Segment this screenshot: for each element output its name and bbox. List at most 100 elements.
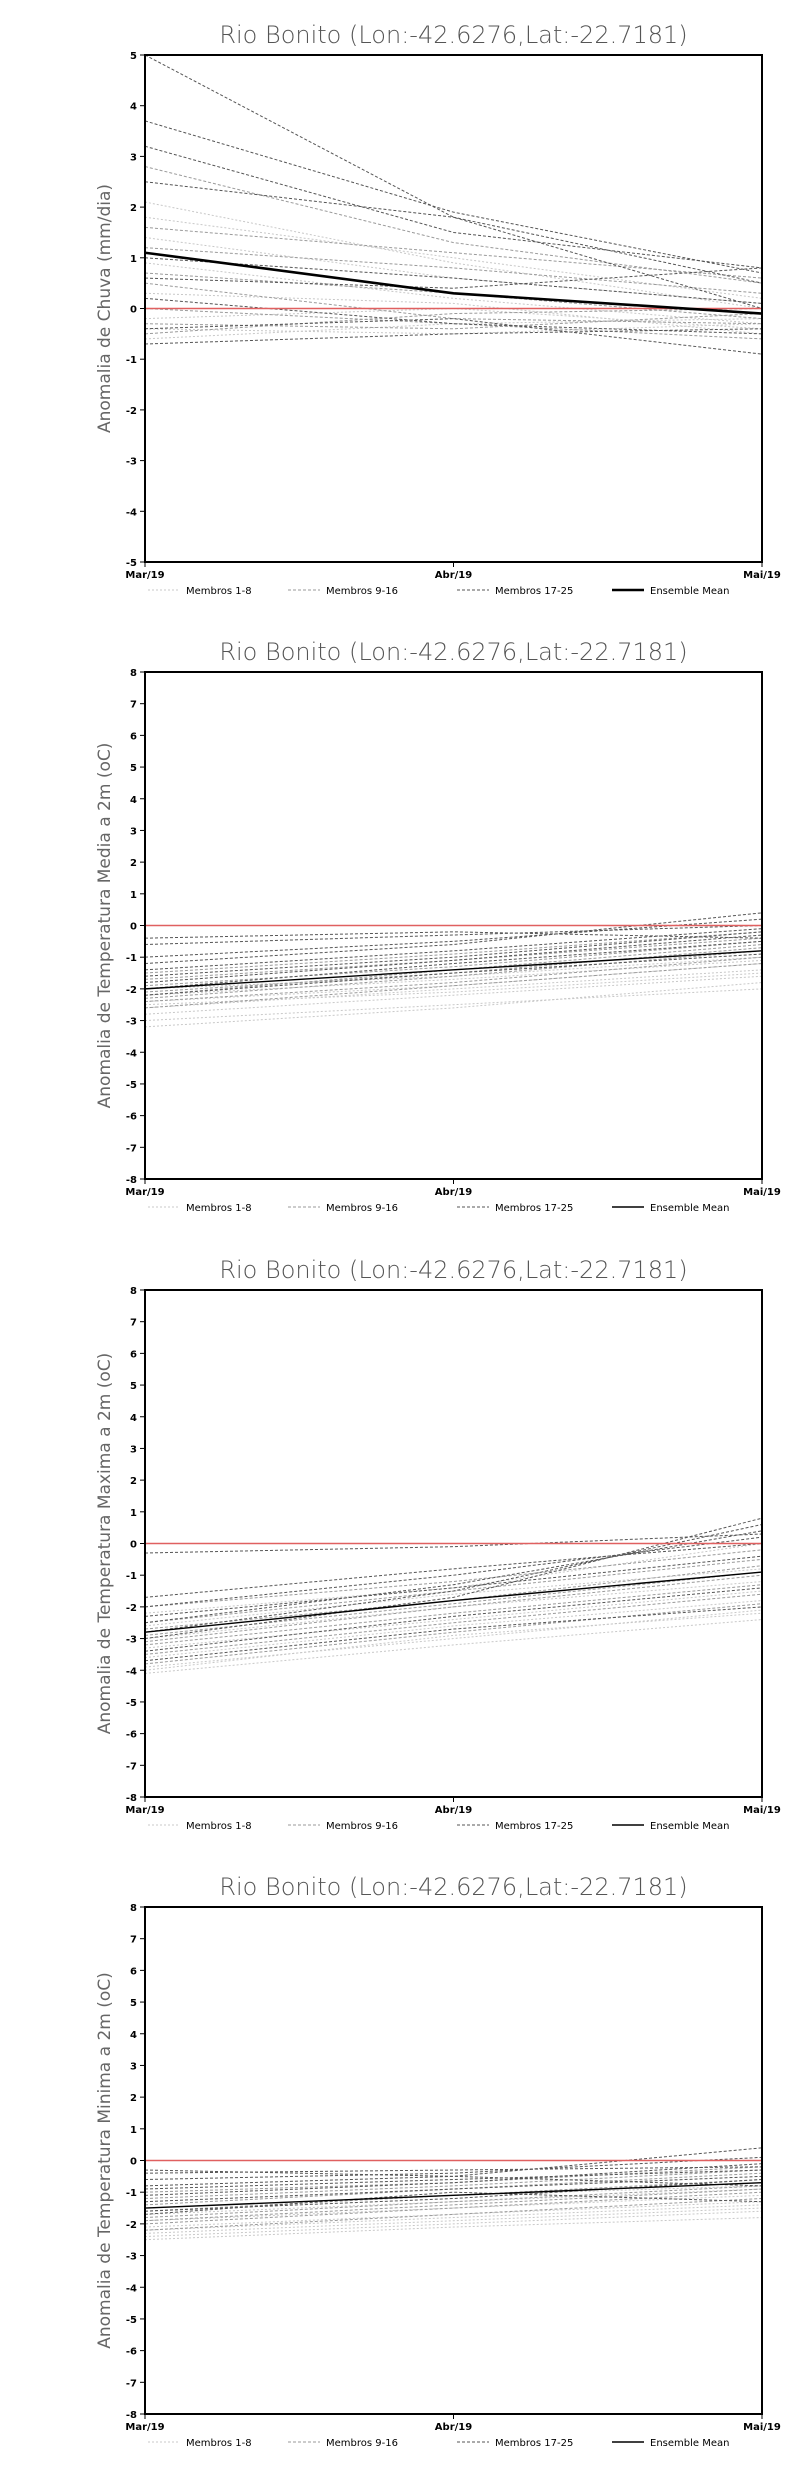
y-tick-label: -1 bbox=[126, 355, 137, 366]
legend-item: Membros 9-16 bbox=[326, 1203, 398, 1214]
y-tick-label: 4 bbox=[130, 2030, 137, 2041]
x-tick-label: Abr/19 bbox=[435, 1187, 472, 1198]
y-tick-label: -3 bbox=[126, 2252, 137, 2263]
x-tick-label: Abr/19 bbox=[435, 1805, 472, 1816]
member-line-17 bbox=[145, 2147, 762, 2187]
y-tick-label: -5 bbox=[126, 558, 137, 569]
x-tick-label: Mai/19 bbox=[743, 2422, 781, 2433]
y-tick-label: 6 bbox=[130, 731, 137, 742]
chart-title: Rio Bonito (Lon:-42.6276,Lat:-22.7181) bbox=[219, 1873, 687, 1901]
member-line-20 bbox=[145, 925, 762, 946]
y-tick-label: -1 bbox=[126, 2188, 137, 2199]
y-tick-label: 2 bbox=[130, 1476, 137, 1487]
legend-item: Membros 9-16 bbox=[326, 1821, 398, 1832]
y-tick-label: -5 bbox=[126, 2315, 137, 2326]
member-line-18 bbox=[145, 2156, 762, 2181]
member-line-7 bbox=[145, 956, 762, 990]
chart-panel-1: Rio Bonito (Lon:-42.6276,Lat:-22.7181) An… bbox=[95, 21, 781, 597]
y-tick-label: 2 bbox=[130, 858, 137, 869]
chart-panel-3: Rio Bonito (Lon:-42.6276,Lat:-22.7181) An… bbox=[95, 1256, 781, 1832]
legend-item: Membros 17-25 bbox=[495, 586, 573, 597]
chart-title: Rio Bonito (Lon:-42.6276,Lat:-22.7181) bbox=[219, 21, 687, 49]
member-line-16 bbox=[145, 2198, 762, 2231]
y-tick-label: -3 bbox=[126, 1017, 137, 1028]
y-tick-label: 4 bbox=[130, 795, 137, 806]
y-tick-label: -6 bbox=[126, 1112, 137, 1123]
y-tick-label: 2 bbox=[130, 203, 137, 214]
chart-title: Rio Bonito (Lon:-42.6276,Lat:-22.7181) bbox=[219, 638, 687, 666]
member-line-4 bbox=[145, 1590, 762, 1649]
y-tick-label: -2 bbox=[126, 1603, 137, 1614]
y-tick-label: 7 bbox=[130, 1318, 137, 1329]
y-tick-label: 1 bbox=[130, 1508, 137, 1519]
member-line-9 bbox=[145, 1603, 762, 1665]
legend-item: Membros 1-8 bbox=[186, 2438, 252, 2449]
series-lines bbox=[145, 2147, 762, 2241]
member-line-17 bbox=[145, 55, 762, 309]
member-line-20 bbox=[145, 181, 762, 284]
y-tick-label: 0 bbox=[130, 922, 137, 933]
member-line-1 bbox=[145, 201, 762, 309]
member-line-5 bbox=[145, 959, 762, 996]
member-line-4 bbox=[145, 318, 762, 340]
member-line-24 bbox=[145, 2169, 762, 2190]
y-tick-label: 0 bbox=[130, 1540, 137, 1551]
y-tick-label: 6 bbox=[130, 1349, 137, 1360]
y-tick-label: -6 bbox=[126, 1730, 137, 1741]
legend-item: Membros 9-16 bbox=[326, 586, 398, 597]
member-line-2 bbox=[145, 1609, 762, 1668]
member-line-7 bbox=[145, 1612, 762, 1671]
series-lines bbox=[145, 55, 762, 355]
member-line-24 bbox=[145, 1555, 762, 1617]
y-tick-label: -1 bbox=[126, 1571, 137, 1582]
member-line-2 bbox=[145, 975, 762, 1015]
y-tick-label: 5 bbox=[130, 1998, 137, 2009]
member-line-14 bbox=[145, 956, 762, 1003]
y-tick-label: -7 bbox=[126, 1761, 137, 1772]
member-line-21 bbox=[145, 1543, 762, 1598]
y-tick-label: 4 bbox=[130, 1413, 137, 1424]
member-line-22 bbox=[145, 940, 762, 990]
ensemble-mean-line bbox=[145, 2181, 762, 2209]
plot-frame bbox=[144, 1906, 763, 2415]
member-line-6 bbox=[145, 982, 762, 1028]
member-line-16 bbox=[145, 1565, 762, 1630]
member-line-2 bbox=[145, 2207, 762, 2234]
member-line-6 bbox=[145, 323, 762, 335]
member-line-1 bbox=[145, 2217, 762, 2241]
chart-panel-2: Rio Bonito (Lon:-42.6276,Lat:-22.7181) An… bbox=[95, 638, 781, 1214]
y-tick-label: -3 bbox=[126, 1635, 137, 1646]
legend-item: Membros 9-16 bbox=[326, 2438, 398, 2449]
member-line-9 bbox=[145, 950, 762, 999]
member-line-13 bbox=[145, 937, 762, 980]
x-tick-label: Mai/19 bbox=[743, 570, 781, 581]
y-tick-label: 5 bbox=[130, 51, 137, 62]
member-line-12 bbox=[145, 1571, 762, 1636]
member-line-21 bbox=[145, 257, 762, 304]
x-tick-label: Mar/19 bbox=[125, 2422, 164, 2433]
member-line-2 bbox=[145, 216, 762, 299]
member-line-4 bbox=[145, 963, 762, 1003]
member-line-18 bbox=[145, 918, 762, 958]
y-tick-label: -4 bbox=[126, 507, 137, 518]
y-tick-label: -5 bbox=[126, 1698, 137, 1709]
y-tick-label: -8 bbox=[126, 2410, 137, 2421]
member-line-25 bbox=[145, 953, 762, 996]
member-line-1 bbox=[145, 988, 762, 1022]
y-tick-label: -8 bbox=[126, 1175, 137, 1186]
y-tick-label: 1 bbox=[130, 890, 137, 901]
x-tick-label: Abr/19 bbox=[435, 2422, 472, 2433]
y-tick-label: 0 bbox=[130, 2157, 137, 2168]
member-line-10 bbox=[145, 1593, 762, 1655]
plot-frame bbox=[144, 1289, 763, 1798]
member-line-10 bbox=[145, 247, 762, 294]
ensemble-mean-line bbox=[145, 1571, 762, 1633]
x-tick-label: Abr/19 bbox=[435, 570, 472, 581]
y-tick-label: -4 bbox=[126, 2283, 137, 2294]
member-line-19 bbox=[145, 2163, 762, 2196]
y-tick-label: 5 bbox=[130, 1381, 137, 1392]
y-axis-label: Anomalia de Chuva (mm/dia) bbox=[95, 184, 115, 433]
member-line-3 bbox=[145, 262, 762, 325]
member-line-10 bbox=[145, 2185, 762, 2219]
